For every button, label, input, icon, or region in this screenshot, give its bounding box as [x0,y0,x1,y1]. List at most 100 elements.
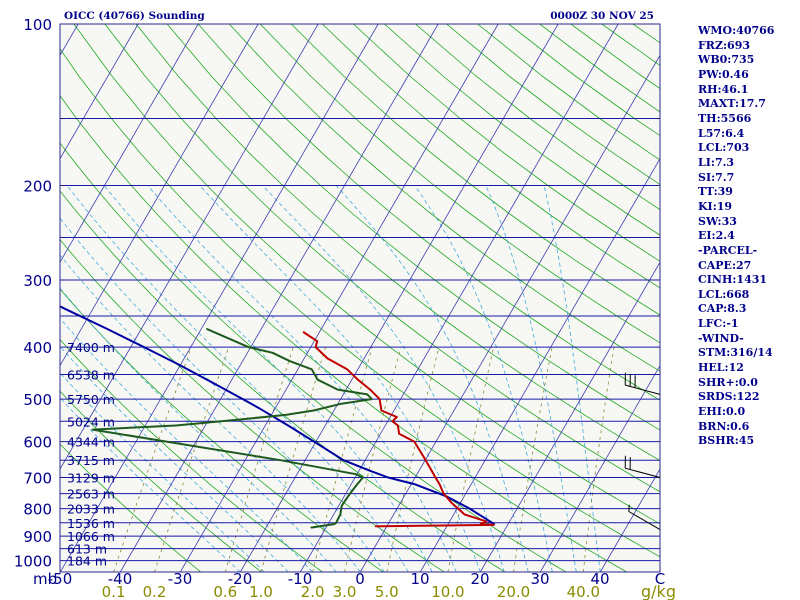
parcel-line-point [387,476,389,479]
parcel-line-point [242,398,244,400]
moist-adiabat-line [147,185,457,572]
stat-line: RH:46.1 [698,82,749,96]
pressure-tick-label: 200 [23,178,52,196]
parcel-line-point [176,363,178,365]
dewpoint-line-point [317,379,319,381]
dry-adiabat-line [228,24,660,372]
mixing-ratio-tick-label: 20.0 [497,583,530,600]
dry-adiabat-line [259,24,660,344]
height-label: 2033 m [67,502,115,517]
pressure-tick-label: 500 [23,391,52,409]
pressure-tick-label: 700 [23,470,52,488]
mixing-ratio-unit-label: g/kg [641,582,676,600]
isotherm-line [539,364,660,572]
dewpoint-line-point [313,409,315,412]
temperature-line-point [463,513,466,516]
temperature-line-point [443,493,445,495]
plot-frame [59,23,661,573]
stat-line: PW:0.46 [698,67,749,81]
stat-line: -WIND- [698,331,744,345]
stat-line: SRDS:122 [698,390,760,404]
stat-line: -PARCEL- [698,243,758,257]
temperature-line-point [425,459,427,461]
stat-line: CINH:1431 [698,273,768,287]
dewpoint-line-point [355,473,357,475]
height-label: 184 m [67,554,107,569]
parcel-line-point [143,346,145,348]
dewpoint-line-point [311,368,313,370]
isotherm-line [60,24,379,572]
stat-line: LCL:703 [698,141,750,155]
mixing-ratio-tick-label: 0.2 [143,583,167,600]
isotherms [60,24,660,572]
temperature-tick-label: 10 [410,570,429,588]
stat-line: LI:7.3 [698,155,735,169]
wind-barb-staff [628,511,661,530]
height-labels: 7400 m 6538 m 5750 m 5024 m 4344 m 3715 m 3129… [67,340,115,568]
temperature-tick-label: -20 [228,570,253,588]
dewpoint-line-point [333,523,335,525]
temperature-line-point [438,483,441,485]
height-label: 3715 m [67,453,115,468]
dry-adiabat-line [60,443,202,572]
stat-line: TT:39 [698,185,733,199]
temperature-line-point [374,525,376,527]
mixing-ratio-tick-label: 3.0 [333,583,357,600]
mixing-ratio-lines [113,346,615,572]
chart-title: OICC (40766) Sounding [64,10,205,22]
parcel-line-point [482,516,484,518]
stat-line: CAPE:27 [698,258,752,272]
moist-adiabat-line [66,185,409,572]
moist-adiabats [60,185,601,572]
wind-barb-staff [625,384,661,395]
stat-line: BSHR:45 [698,434,755,448]
dewpoint-line-point [272,352,274,354]
parcel-line-point [313,441,315,443]
stat-line: HEL:12 [698,361,744,375]
dewpoint-line-point [349,493,351,495]
temperature-line-point [434,476,437,479]
isotherm-line [419,157,660,572]
height-label: 4344 m [67,435,115,450]
parcel-line-point [215,384,217,386]
temperature-line-point [480,523,482,525]
mixing-ratio-line [582,347,615,572]
height-label: 7400 m [67,340,115,355]
dry-adiabat-line [104,24,660,493]
moist-adiabat-line [199,185,481,572]
temperature-tick-label: -40 [108,570,133,588]
temperature-line-point [357,379,359,381]
moist-adiabat-line [60,254,361,572]
height-label: 5750 m [67,392,115,407]
dewpoint-line-point [371,398,373,400]
stat-line: KI:19 [698,199,733,213]
mixing-ratio-tick-label: 40.0 [567,583,600,600]
isotherm-line [299,24,619,572]
pressure-tick-label: 600 [23,434,52,452]
stat-line: MAXT:17.7 [698,97,766,111]
dewpoint-line-point [340,403,343,405]
moist-adiabat-line [60,345,289,572]
pressure-tick-label: 900 [23,528,52,546]
moist-adiabat-line [543,185,601,572]
dewpoint-line-point [345,499,347,501]
wind-barb-staff [625,467,661,478]
temperature-tick-label: 30 [530,570,549,588]
dewpoint-line-point [285,414,287,416]
isotherm-line [599,468,660,572]
pressure-tick-label: 100 [23,16,52,34]
moist-adiabat-line [60,217,385,572]
stat-line: LFC:-1 [698,317,739,331]
dewpoint-line-point [366,393,368,395]
stat-line: SHR+:0.0 [698,375,758,389]
dewpoint-line-point [356,483,358,485]
parcel-line-point [342,459,345,461]
height-label: 1536 m [67,516,115,531]
wind-barb [628,504,661,530]
mixing-ratio-line [260,346,326,572]
parcel-line-point [258,407,260,409]
stat-line: SW:33 [698,214,737,228]
dewpoint-line-point [339,513,341,516]
height-label: 2563 m [67,487,115,502]
dewpoint-line-point [206,328,208,330]
